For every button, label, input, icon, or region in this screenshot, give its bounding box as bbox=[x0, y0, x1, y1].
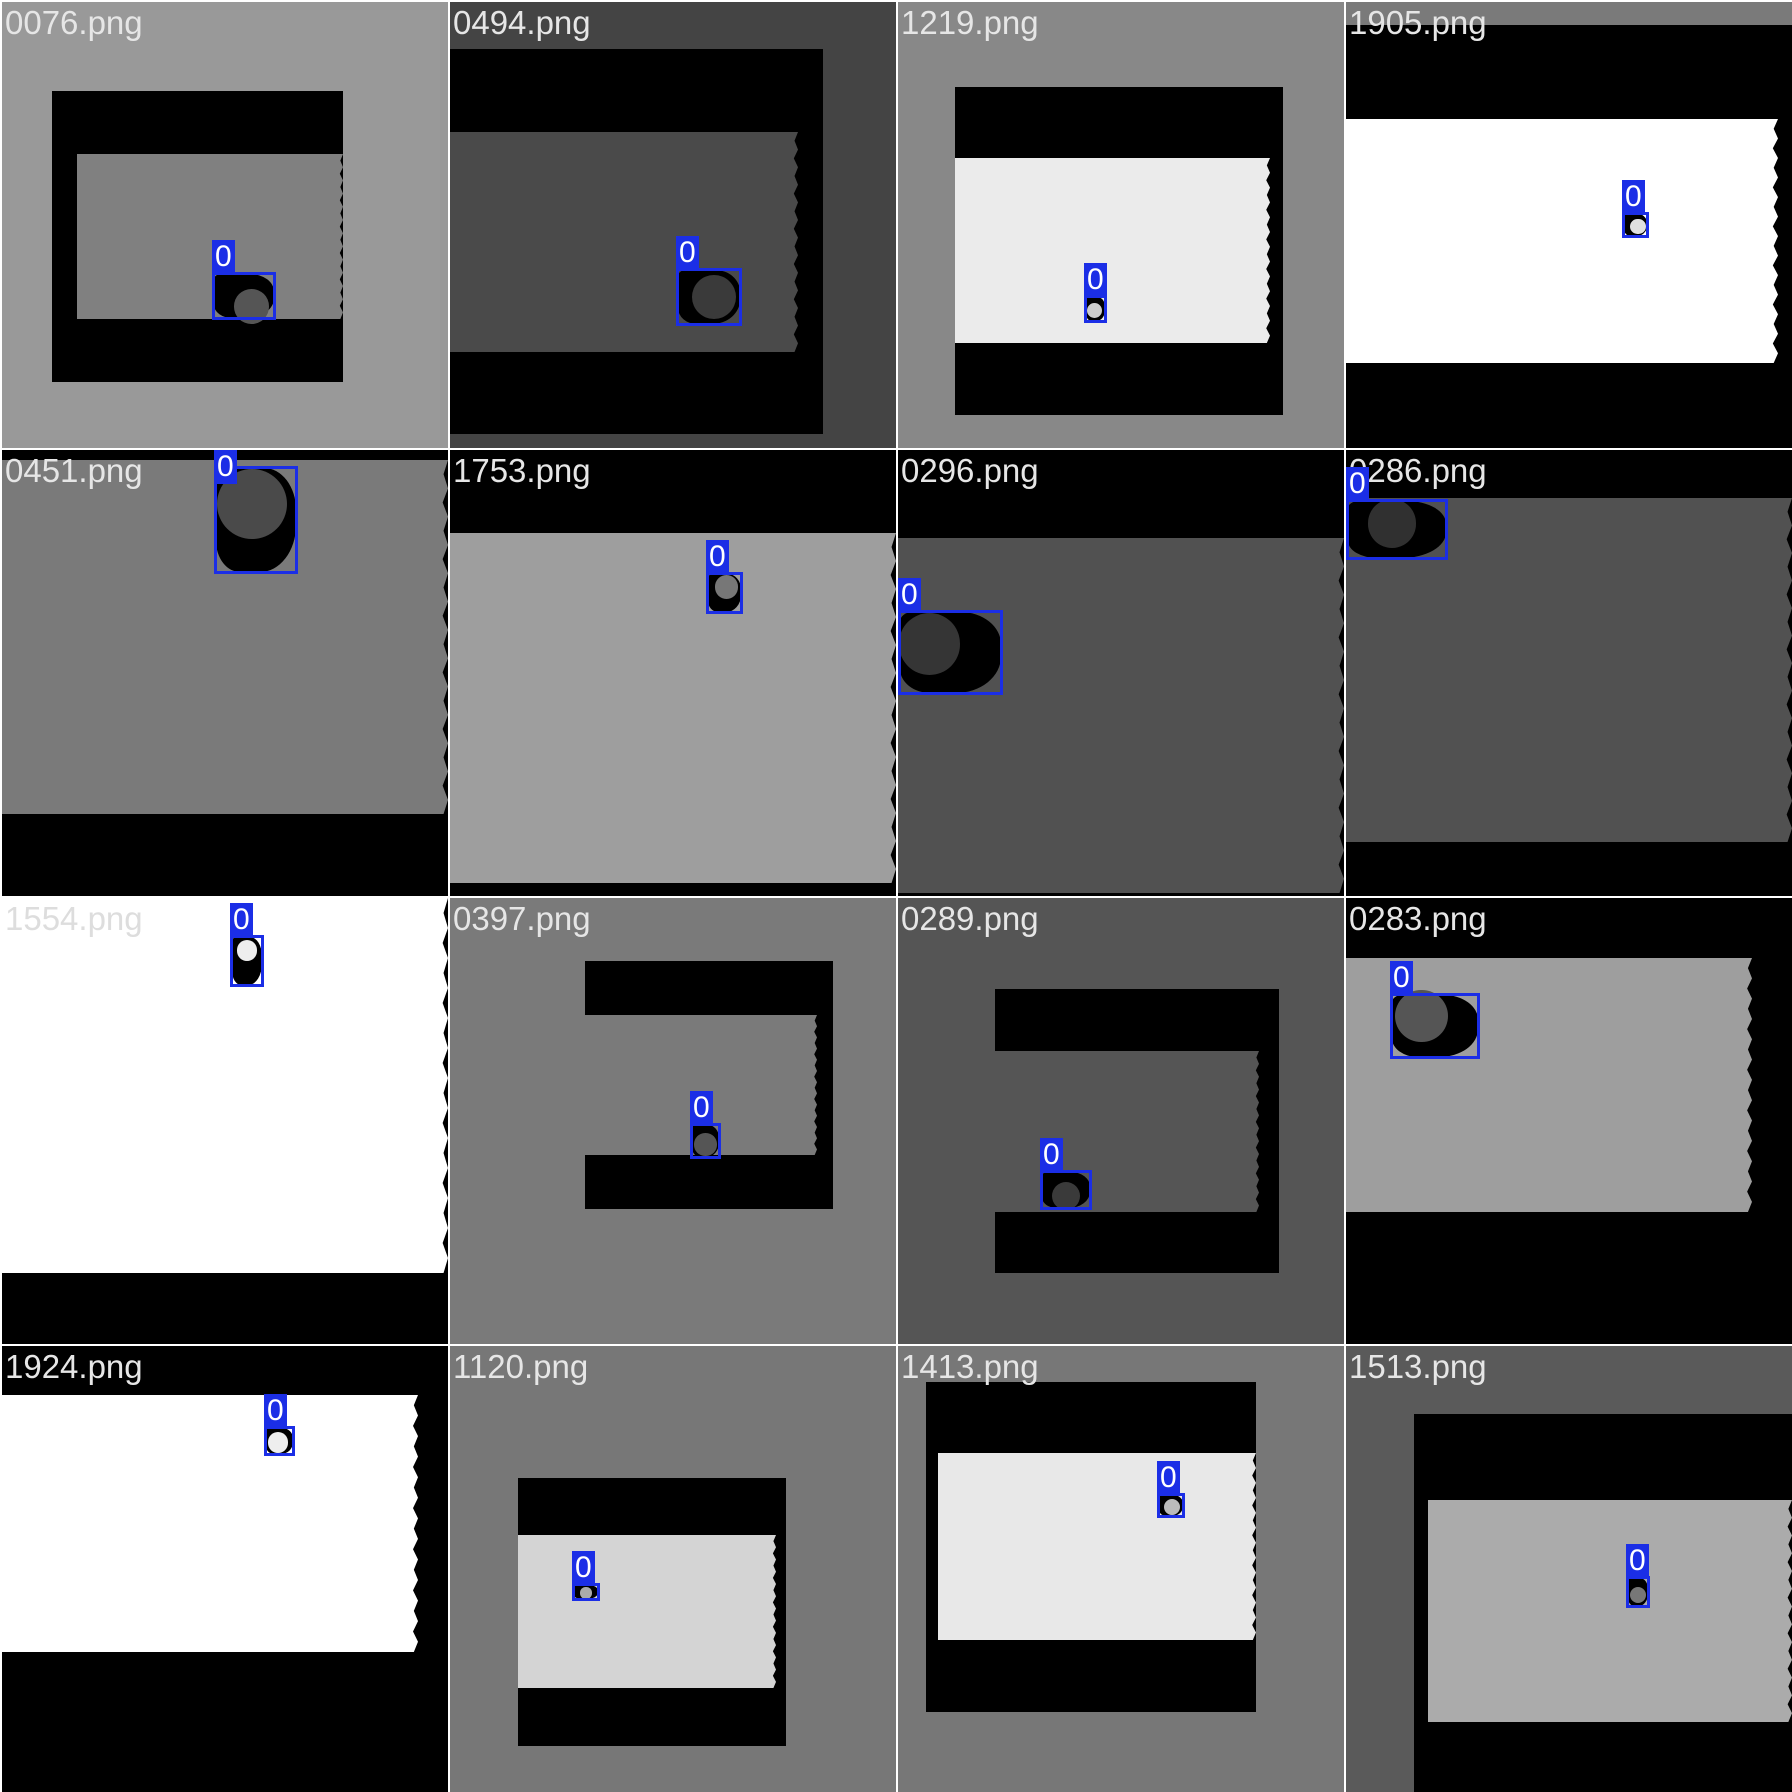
lit-surface-region bbox=[518, 1535, 776, 1688]
image-tile: 1219.png 0 bbox=[898, 2, 1344, 448]
detection-box bbox=[212, 272, 276, 320]
detection-class-label: 0 bbox=[214, 450, 237, 484]
detection-class-label: 0 bbox=[706, 540, 729, 574]
detection-class-label: 0 bbox=[1346, 467, 1369, 501]
detection-class-label: 0 bbox=[676, 236, 699, 270]
image-tile: 0076.png 0 bbox=[2, 2, 448, 448]
tile-filename: 1219.png bbox=[901, 4, 1039, 41]
dark-band-region bbox=[2, 1750, 448, 1792]
lit-surface-region bbox=[1346, 119, 1778, 363]
detection-box bbox=[1040, 1170, 1092, 1210]
image-tile: 0494.png 0 bbox=[450, 2, 896, 448]
tile-filename: 0289.png bbox=[901, 900, 1039, 937]
image-tile: 0451.png 0 bbox=[2, 450, 448, 896]
detection-class-label: 0 bbox=[1390, 961, 1413, 995]
detection-box bbox=[572, 1583, 600, 1601]
detection-class-label: 0 bbox=[1157, 1461, 1180, 1495]
detection-box bbox=[1084, 295, 1107, 323]
tile-filename: 1513.png bbox=[1349, 1348, 1487, 1385]
object-disc bbox=[267, 1432, 289, 1453]
detection-box bbox=[690, 1123, 721, 1159]
detection-class-label: 0 bbox=[230, 903, 253, 937]
object-disc bbox=[692, 274, 737, 320]
object-disc bbox=[236, 940, 258, 961]
detection-box bbox=[264, 1426, 295, 1456]
image-tile: 1120.png 0 bbox=[450, 1346, 896, 1792]
detection-box bbox=[706, 572, 743, 614]
dark-band-region bbox=[432, 1346, 448, 1792]
image-tile: 0289.png 0 bbox=[898, 898, 1344, 1344]
lit-surface-region bbox=[450, 533, 896, 883]
detection-box bbox=[1626, 1576, 1650, 1608]
detection-class-label: 0 bbox=[1084, 263, 1107, 297]
detection-class-label: 0 bbox=[264, 1394, 287, 1428]
image-tile: 1753.png 0 bbox=[450, 450, 896, 896]
object-disc bbox=[1629, 1587, 1647, 1604]
dark-band-region bbox=[1346, 1308, 1792, 1344]
detection-class-label: 0 bbox=[1040, 1138, 1063, 1172]
image-tile: 0397.png 0 bbox=[450, 898, 896, 1344]
lit-surface-region bbox=[2, 1395, 418, 1652]
detection-box bbox=[1390, 993, 1480, 1059]
image-tile: 1554.png 0 bbox=[2, 898, 448, 1344]
lit-surface-region bbox=[77, 154, 343, 319]
tile-filename: 1120.png bbox=[453, 1348, 589, 1385]
object-disc bbox=[714, 574, 739, 599]
detection-box bbox=[898, 610, 1003, 695]
detection-box bbox=[1622, 212, 1649, 238]
detection-class-label: 0 bbox=[690, 1091, 713, 1125]
tile-filename: 1413.png bbox=[901, 1348, 1039, 1385]
object-disc bbox=[1086, 302, 1103, 319]
detection-class-label: 0 bbox=[212, 240, 235, 274]
lit-surface-region bbox=[995, 1051, 1259, 1212]
object-disc bbox=[1164, 1498, 1181, 1515]
detection-box bbox=[214, 466, 298, 574]
image-tile: 1413.png 0 bbox=[898, 1346, 1344, 1792]
object-disc bbox=[1367, 499, 1417, 548]
dark-band-region bbox=[2, 826, 448, 896]
dark-band-region bbox=[450, 883, 896, 896]
object-disc bbox=[1051, 1181, 1081, 1211]
lit-surface-region bbox=[450, 132, 798, 352]
object-disc bbox=[898, 613, 961, 675]
dark-band-region bbox=[2, 1273, 448, 1344]
dark-band-region bbox=[898, 450, 1344, 538]
detection-box bbox=[676, 268, 742, 326]
image-tile: 1513.png 0 bbox=[1346, 1346, 1792, 1792]
lit-surface-region bbox=[938, 1453, 1256, 1640]
detection-box bbox=[230, 935, 264, 987]
tile-filename: 0494.png bbox=[453, 4, 591, 41]
detection-box bbox=[1157, 1493, 1185, 1518]
image-tile: 0286.png 0 bbox=[1346, 450, 1792, 896]
tile-filename: 0076.png bbox=[5, 4, 143, 41]
lit-surface-region bbox=[955, 158, 1270, 343]
detection-box bbox=[1346, 499, 1448, 560]
lit-surface-region bbox=[898, 538, 1344, 893]
object-disc bbox=[694, 1133, 717, 1156]
image-tile: 1905.png 0 bbox=[1346, 2, 1792, 448]
image-tile: 1924.png 0 bbox=[2, 1346, 448, 1792]
tile-filename: 0397.png bbox=[453, 900, 591, 937]
image-tile: 0296.png 0 bbox=[898, 450, 1344, 896]
object-disc bbox=[580, 1587, 592, 1599]
dark-band-region bbox=[1786, 898, 1792, 1344]
object-disc bbox=[1395, 989, 1448, 1043]
detection-class-label: 0 bbox=[572, 1551, 595, 1585]
image-tile: 0283.png 0 bbox=[1346, 898, 1792, 1344]
detection-class-label: 0 bbox=[898, 578, 921, 612]
dark-band-region bbox=[450, 450, 896, 533]
lit-surface-region bbox=[2, 898, 448, 1273]
detection-class-label: 0 bbox=[1626, 1544, 1649, 1578]
dark-band-region bbox=[1346, 450, 1792, 498]
detection-class-label: 0 bbox=[1622, 180, 1645, 214]
lit-surface-region bbox=[1428, 1500, 1792, 1722]
object-disc bbox=[1630, 218, 1646, 235]
